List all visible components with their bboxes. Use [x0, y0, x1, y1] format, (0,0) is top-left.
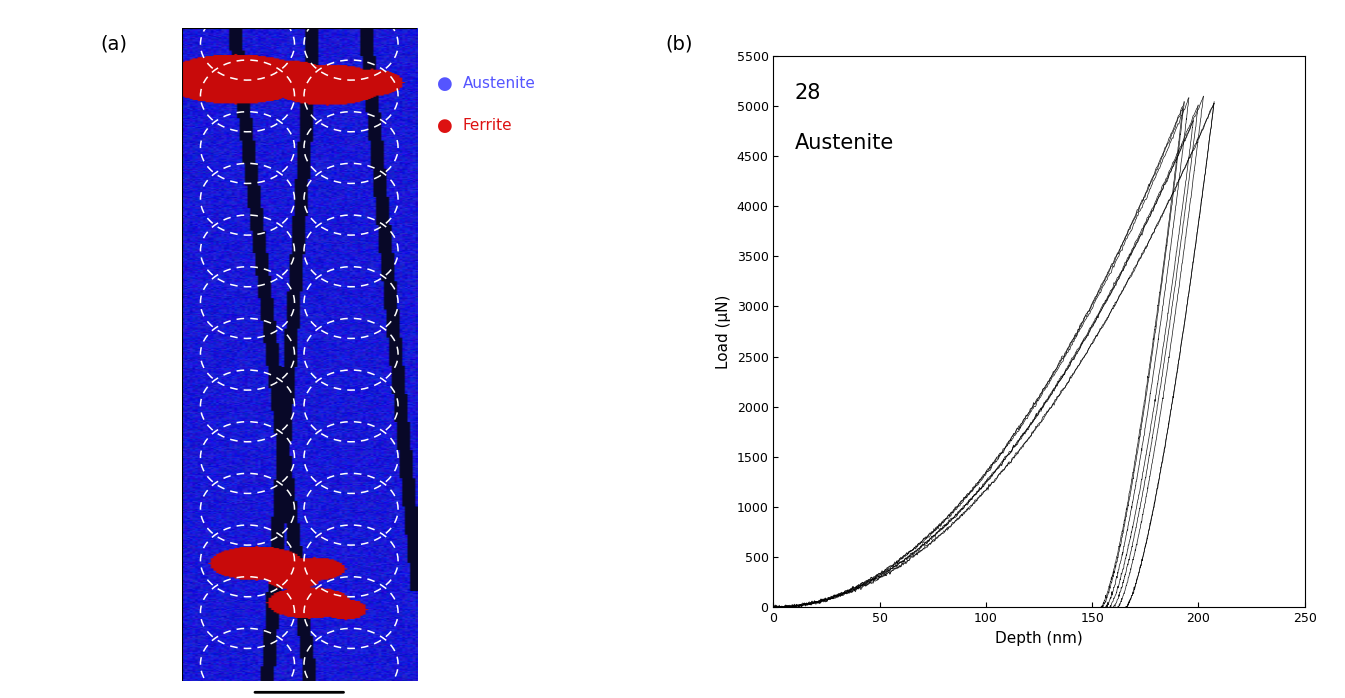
Text: (b): (b)	[666, 35, 693, 54]
Y-axis label: Load (μN): Load (μN)	[716, 295, 730, 369]
Text: (a): (a)	[101, 35, 128, 54]
Text: ●: ●	[437, 75, 453, 93]
Text: Austenite: Austenite	[795, 133, 894, 153]
Text: ●: ●	[437, 117, 453, 135]
Text: 28: 28	[795, 83, 820, 103]
X-axis label: Depth (nm): Depth (nm)	[995, 631, 1083, 646]
Text: Austenite: Austenite	[463, 76, 535, 91]
Text: Ferrite: Ferrite	[463, 118, 512, 133]
